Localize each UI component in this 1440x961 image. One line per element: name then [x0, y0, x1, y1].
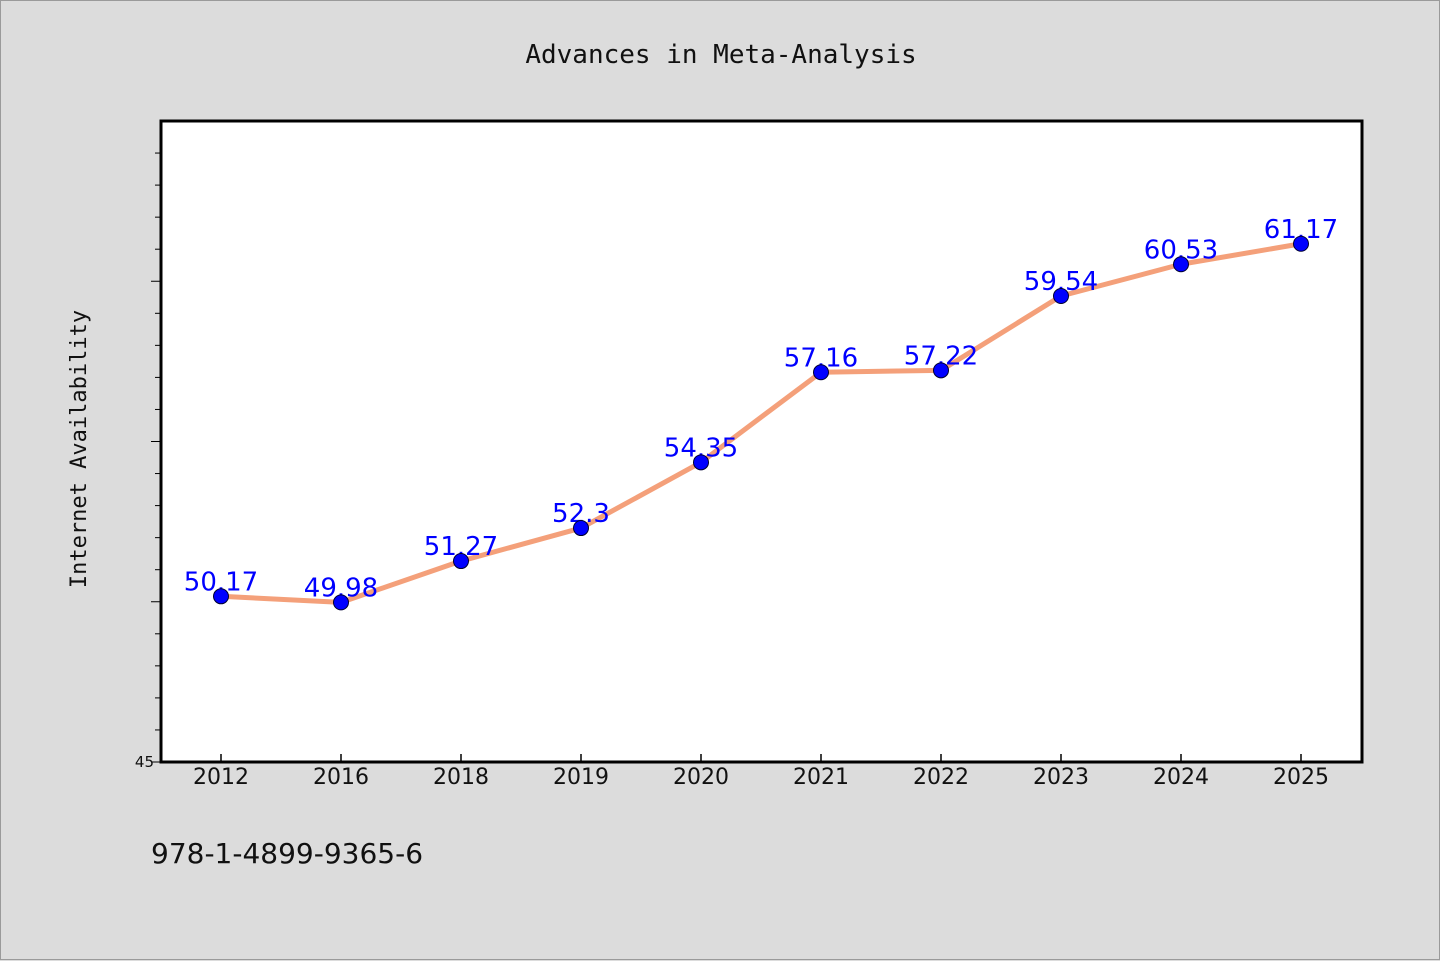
footer-identifier: 978-1-4899-9365-6 — [151, 837, 423, 870]
data-point — [573, 520, 589, 537]
series-line — [218, 241, 1304, 605]
data-point — [1173, 256, 1189, 273]
x-tick-label: 2018 — [433, 765, 489, 790]
data-point — [1293, 235, 1309, 252]
data-point — [1053, 287, 1069, 304]
plot-area — [159, 119, 1364, 764]
data-point — [213, 588, 229, 605]
x-tick-label: 2024 — [1153, 765, 1209, 790]
x-tick-label: 2021 — [793, 765, 849, 790]
data-point — [333, 594, 349, 611]
chart-title: Advances in Meta-Analysis — [525, 40, 916, 70]
x-tick-label: 2019 — [553, 765, 609, 790]
data-point — [453, 553, 469, 570]
y-axis-ticks — [151, 152, 161, 763]
y-axis-label: Internet Availability — [67, 310, 92, 588]
x-tick-label: 2025 — [1273, 765, 1329, 790]
x-tick-label: 2023 — [1033, 765, 1089, 790]
data-point — [813, 364, 829, 381]
data-point — [933, 362, 949, 379]
x-tick-label: 2020 — [673, 765, 729, 790]
x-tick-label: 2012 — [193, 765, 249, 790]
x-tick-label: 2016 — [313, 765, 369, 790]
data-point — [693, 454, 709, 471]
x-tick-label: 2022 — [913, 765, 969, 790]
y-tick-label-min: 45 — [135, 753, 154, 771]
x-axis: 2012 2016 2018 2019 2020 2021 2022 2023 2024 2025 — [193, 754, 1329, 790]
